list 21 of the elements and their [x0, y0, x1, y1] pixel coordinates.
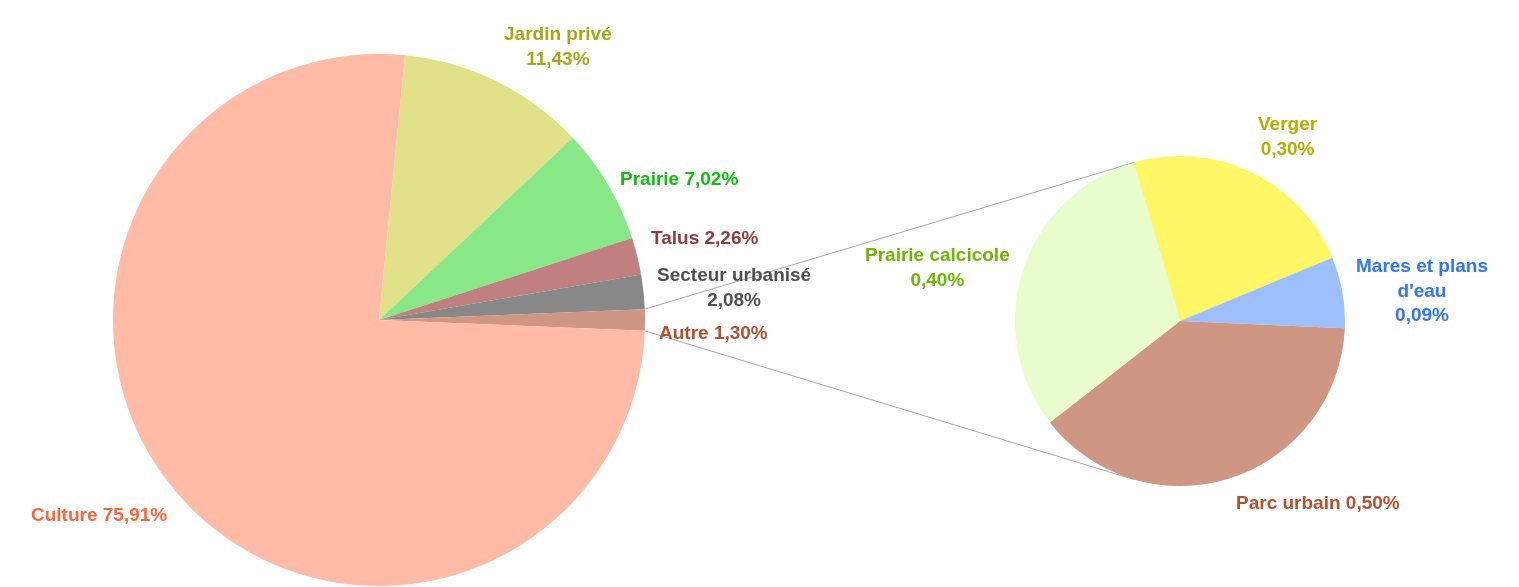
slice-label: Prairie calcicole: [865, 244, 1010, 265]
slice-label: Talus 2,26%: [651, 227, 759, 248]
slice-label: Verger: [1258, 113, 1318, 134]
pie-slice: [379, 274, 645, 320]
slice-label: Autre 1,30%: [659, 322, 768, 343]
pie-slice: [379, 237, 642, 320]
data-label: 2,08%: [707, 288, 762, 310]
data-label: 0,30%: [1260, 137, 1315, 159]
slice-label: Prairie 7,02%: [620, 168, 739, 189]
slice-label: Culture 75,91%: [31, 504, 168, 525]
pie-slice: [1049, 321, 1345, 486]
pie-slice: [1015, 162, 1180, 423]
slice-label: Mares et plans d'eau: [1356, 255, 1488, 301]
data-label: 0,09%: [1395, 304, 1450, 326]
slice-label: Parc urbain 0,50%: [1236, 492, 1400, 513]
data-label: 0,40%: [910, 268, 965, 290]
slice-label: Jardin privé: [504, 23, 612, 44]
pie-slice: [1180, 257, 1345, 329]
data-label: 11,43%: [526, 47, 590, 69]
slice-label: Secteur urbanisé: [657, 264, 812, 285]
pie-slice: [1133, 156, 1333, 321]
